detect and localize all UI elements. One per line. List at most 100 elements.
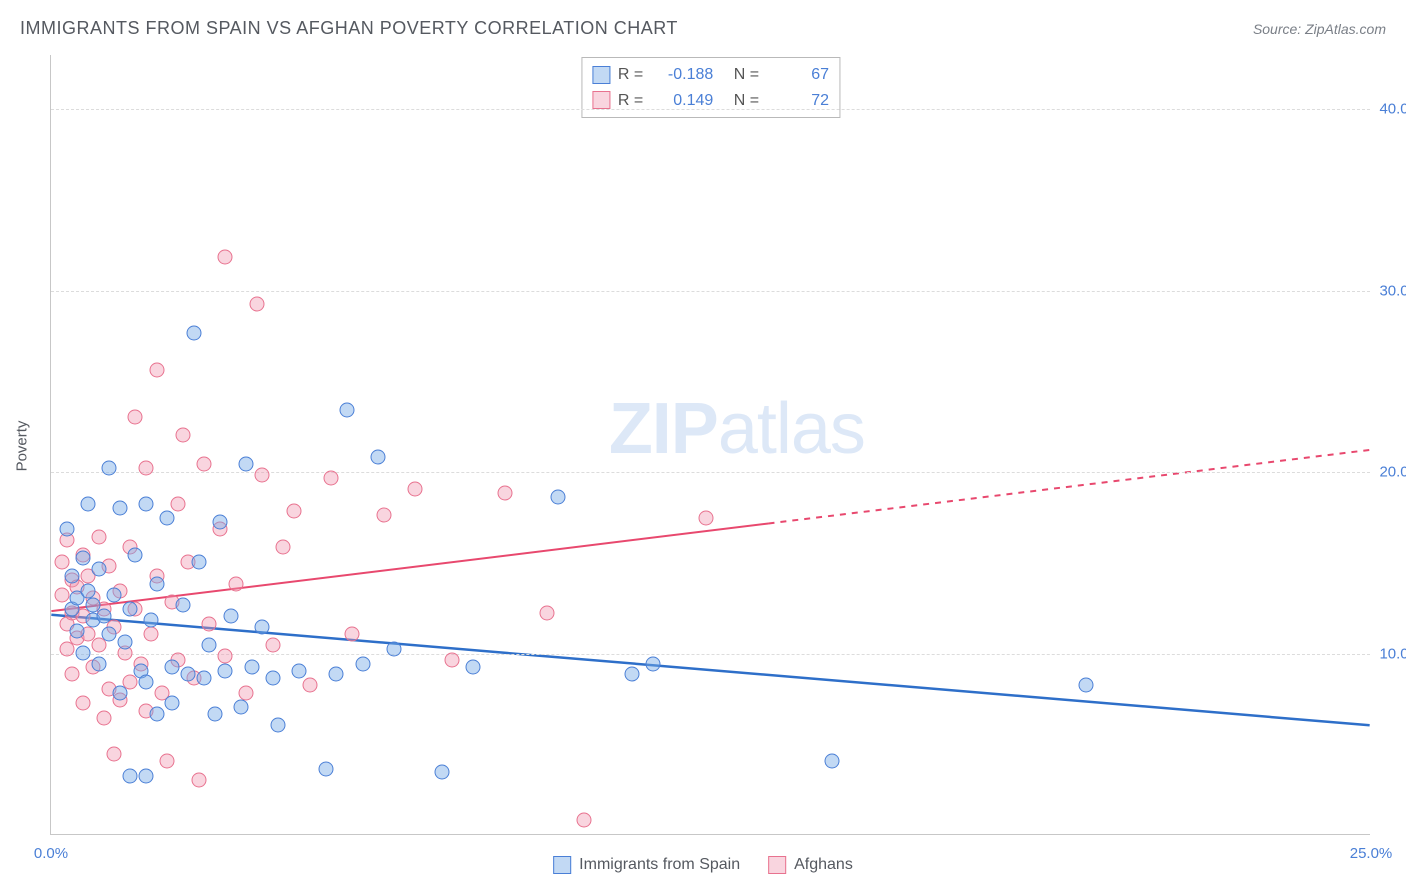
data-point (645, 656, 660, 671)
data-point (624, 667, 639, 682)
data-point (355, 656, 370, 671)
data-point (202, 616, 217, 631)
data-point (329, 667, 344, 682)
data-point (139, 460, 154, 475)
swatch-pink-icon (768, 856, 786, 874)
data-point (112, 500, 127, 515)
data-point (292, 663, 307, 678)
data-point (540, 605, 555, 620)
data-point (191, 772, 206, 787)
data-point (202, 638, 217, 653)
source-name: ZipAtlas.com (1305, 21, 1386, 37)
trend-lines (51, 55, 1370, 834)
data-point (212, 515, 227, 530)
data-point (80, 583, 95, 598)
data-point (59, 522, 74, 537)
swatch-pink-icon (592, 91, 610, 109)
data-point (80, 496, 95, 511)
data-point (96, 710, 111, 725)
data-point (228, 576, 243, 591)
data-point (286, 504, 301, 519)
data-point (218, 250, 233, 265)
watermark-zip: ZIP (609, 389, 718, 469)
legend-label-spain: Immigrants from Spain (579, 856, 740, 874)
data-point (165, 660, 180, 675)
data-point (445, 652, 460, 667)
data-point (218, 663, 233, 678)
swatch-blue-icon (553, 856, 571, 874)
data-point (91, 529, 106, 544)
data-point (91, 562, 106, 577)
data-point (170, 496, 185, 511)
data-point (123, 768, 138, 783)
data-point (149, 707, 164, 722)
data-point (144, 627, 159, 642)
data-point (91, 656, 106, 671)
data-point (197, 671, 212, 686)
gridline (51, 291, 1370, 292)
source-attribution: Source: ZipAtlas.com (1253, 21, 1386, 37)
data-point (234, 700, 249, 715)
plot-area: ZIPatlas R = -0.188 N = 67 R = 0.149 N =… (50, 55, 1370, 835)
data-point (271, 718, 286, 733)
data-point (434, 765, 449, 780)
data-point (239, 685, 254, 700)
data-point (149, 576, 164, 591)
source-label: Source: (1253, 21, 1301, 37)
data-point (825, 754, 840, 769)
data-point (65, 569, 80, 584)
data-point (339, 402, 354, 417)
data-point (207, 707, 222, 722)
data-point (302, 678, 317, 693)
r-label: R = (618, 62, 643, 88)
data-point (191, 554, 206, 569)
legend-item-spain: Immigrants from Spain (553, 856, 740, 874)
data-point (186, 326, 201, 341)
data-point (128, 547, 143, 562)
data-point (112, 685, 127, 700)
data-point (244, 660, 259, 675)
data-point (54, 587, 69, 602)
data-point (181, 667, 196, 682)
data-point (466, 660, 481, 675)
data-point (550, 489, 565, 504)
gridline (51, 654, 1370, 655)
data-point (54, 554, 69, 569)
data-point (376, 507, 391, 522)
legend-item-afghans: Afghans (768, 856, 853, 874)
data-point (117, 634, 132, 649)
data-point (197, 456, 212, 471)
gridline (51, 109, 1370, 110)
x-tick-label: 0.0% (34, 845, 68, 862)
data-point (223, 609, 238, 624)
x-tick-label: 25.0% (1350, 845, 1393, 862)
data-point (387, 641, 402, 656)
data-point (1078, 678, 1093, 693)
data-point (318, 761, 333, 776)
data-point (139, 768, 154, 783)
data-point (128, 409, 143, 424)
data-point (176, 427, 191, 442)
data-point (255, 467, 270, 482)
data-point (139, 496, 154, 511)
data-point (698, 511, 713, 526)
data-point (70, 623, 85, 638)
data-point (218, 649, 233, 664)
stats-row-spain: R = -0.188 N = 67 (592, 62, 829, 88)
data-point (255, 620, 270, 635)
data-point (249, 297, 264, 312)
data-point (139, 674, 154, 689)
data-point (75, 696, 90, 711)
data-point (160, 511, 175, 526)
data-point (149, 362, 164, 377)
chart-title: IMMIGRANTS FROM SPAIN VS AFGHAN POVERTY … (20, 18, 678, 39)
watermark: ZIPatlas (609, 388, 865, 470)
data-point (577, 812, 592, 827)
data-point (75, 551, 90, 566)
data-point (344, 627, 359, 642)
data-point (165, 696, 180, 711)
r-value-spain: -0.188 (651, 62, 713, 88)
data-point (75, 645, 90, 660)
n-label: N = (734, 62, 759, 88)
data-point (323, 471, 338, 486)
